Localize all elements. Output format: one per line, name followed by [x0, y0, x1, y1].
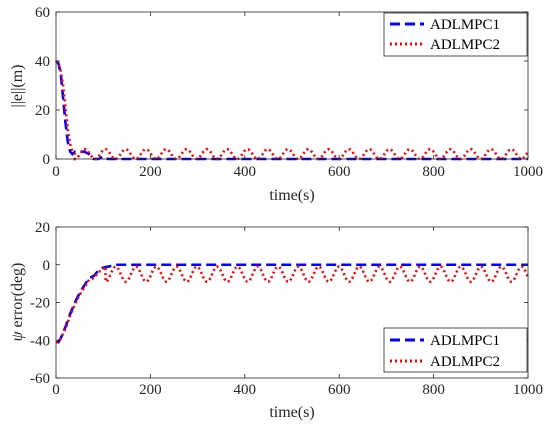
y-axis-label-symbol: ψ — [9, 330, 26, 341]
x-tick-label: 400 — [234, 382, 257, 398]
legend-box — [383, 327, 528, 373]
y-ticks: 0 20 40 60 — [35, 5, 528, 168]
y-tick-label: -60 — [30, 371, 50, 387]
panel-top: 0 200 400 600 800 1000 0 20 40 60 time(s) ||e||(… — [9, 5, 543, 204]
y-tick-label: -40 — [30, 333, 50, 349]
legend: ADLMPC1 ADLMPC2 — [383, 12, 528, 57]
y-tick-label: 0 — [43, 258, 51, 274]
series-line-adlmpc1 — [56, 263, 528, 344]
x-tick-label: 600 — [328, 164, 351, 180]
y-ticks: -60 -40 -20 0 20 — [30, 220, 528, 387]
y-tick-label: 20 — [35, 220, 50, 236]
legend-label-adlmpc1: ADLMPC1 — [430, 17, 500, 33]
legend-box — [383, 12, 528, 57]
x-tick-label: 800 — [422, 164, 445, 180]
x-tick-label: 0 — [52, 382, 60, 398]
x-ticks: 0 200 400 600 800 1000 — [52, 12, 543, 180]
y-tick-label: 40 — [35, 54, 50, 70]
legend-label-adlmpc2: ADLMPC2 — [430, 37, 500, 53]
series-line-adlmpc2 — [56, 263, 530, 344]
y-axis-label: ||e||(m) — [9, 64, 26, 107]
y-tick-label: -20 — [30, 296, 50, 312]
y-tick-label: 60 — [35, 5, 50, 21]
legend-label-adlmpc2: ADLMPC2 — [430, 354, 500, 370]
y-axis-label-text: error(deg) — [9, 263, 26, 332]
x-tick-label: 400 — [234, 164, 257, 180]
x-ticks: 0 200 400 600 800 1000 — [52, 227, 543, 398]
y-axis-label: ψ error(deg) — [9, 263, 26, 342]
x-axis-label: time(s) — [269, 404, 314, 421]
x-tick-label: 800 — [422, 382, 445, 398]
legend: ADLMPC1 ADLMPC2 — [383, 327, 528, 373]
x-tick-label: 200 — [139, 164, 162, 180]
y-tick-label: 0 — [43, 152, 51, 168]
x-tick-label: 1000 — [513, 164, 543, 180]
series-layer — [56, 263, 530, 344]
x-tick-label: 200 — [139, 382, 162, 398]
panel-bottom: 0 200 400 600 800 1000 -60 -40 -20 0 20 time(s) ψ… — [9, 220, 543, 421]
axes-frame — [55, 11, 529, 160]
x-tick-label: 600 — [328, 382, 351, 398]
y-tick-label: 20 — [35, 103, 50, 119]
x-tick-label: 0 — [52, 164, 60, 180]
x-tick-label: 1000 — [513, 382, 543, 398]
x-axis-label: time(s) — [269, 187, 314, 204]
legend-label-adlmpc1: ADLMPC1 — [430, 333, 500, 349]
